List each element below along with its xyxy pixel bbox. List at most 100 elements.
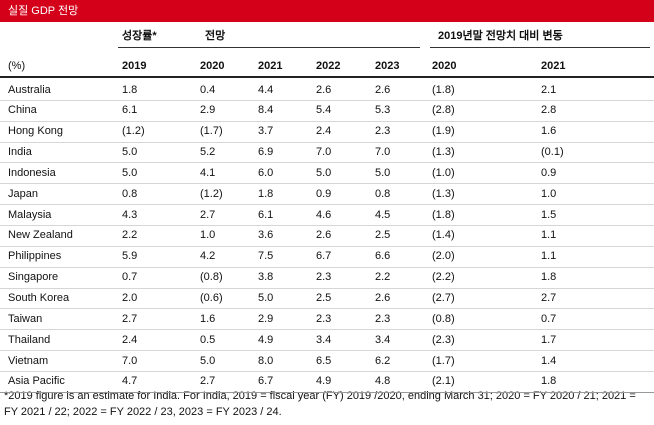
cell: (1.8): [432, 208, 455, 221]
cell: 2.6: [375, 292, 391, 304]
cell: 4.3: [122, 208, 138, 221]
row-label: China: [8, 104, 37, 117]
cell: 5.4: [316, 104, 332, 117]
group-header: 2019년말 전망치 대비 변동: [438, 30, 563, 42]
cell: 1.7: [541, 333, 557, 346]
cell: 6.2: [375, 354, 391, 367]
cell: 5.0: [375, 166, 391, 179]
cell: 5.2: [200, 146, 216, 159]
cell: 4.9: [258, 333, 274, 346]
cell: 7.0: [316, 146, 332, 159]
rule: [430, 47, 650, 48]
row-divider: [0, 204, 654, 206]
row-divider: [0, 287, 654, 289]
column-header: 2021: [541, 60, 566, 72]
row-divider: [0, 162, 654, 164]
cell: (0.1): [541, 146, 564, 159]
cell: (1.9): [432, 125, 455, 138]
cell: (2.0): [432, 250, 455, 263]
row-divider: [0, 120, 654, 122]
cell: 8.0: [258, 354, 274, 367]
cell: 1.4: [541, 354, 557, 367]
row-divider: [0, 308, 654, 310]
column-header: 2019: [122, 60, 147, 72]
cell: 5.0: [316, 166, 332, 179]
row-label: Australia: [8, 83, 51, 96]
cell: 2.3: [375, 312, 391, 325]
cell: 1.8: [258, 187, 274, 200]
row-label: Singapore: [8, 271, 59, 284]
column-header: (%): [8, 60, 26, 72]
row-label: Malaysia: [8, 208, 52, 221]
row-divider: [0, 141, 654, 143]
cell: 0.5: [200, 333, 216, 346]
cell: 4.1: [200, 166, 216, 179]
cell: (2.8): [432, 104, 455, 117]
cell: (2.1): [432, 375, 455, 388]
cell: 2.9: [200, 104, 216, 117]
cell: 4.6: [316, 208, 332, 221]
cell: (2.2): [432, 271, 455, 284]
cell: 7.0: [122, 354, 138, 367]
cell: (1.2): [122, 125, 145, 138]
cell: 2.4: [122, 333, 138, 346]
cell: 6.0: [258, 166, 274, 179]
cell: 2.7: [200, 208, 216, 221]
cell: 4.2: [200, 250, 216, 263]
cell: 6.7: [258, 375, 274, 388]
cell: 6.1: [258, 208, 274, 221]
cell: 1.8: [541, 271, 557, 284]
cell: 4.7: [122, 375, 138, 388]
column-header: 2020: [432, 60, 457, 72]
cell: 2.3: [316, 271, 332, 284]
cell: 0.9: [316, 187, 332, 200]
cell: 4.8: [375, 375, 391, 388]
rule: [118, 47, 420, 48]
row-divider: [0, 370, 654, 372]
cell: 8.4: [258, 104, 274, 117]
group-header: 성장률*: [122, 30, 157, 42]
group-header: 전망: [205, 30, 226, 42]
cell: 2.7: [200, 375, 216, 388]
cell: 2.9: [258, 312, 274, 325]
cell: 2.2: [375, 271, 391, 284]
row-label: Philippines: [8, 250, 62, 263]
cell: 6.7: [316, 250, 332, 263]
cell: 2.3: [375, 125, 391, 138]
cell: 2.5: [316, 292, 332, 304]
row-label: Thailand: [8, 333, 51, 346]
cell: 0.8: [122, 187, 138, 200]
cell: 3.8: [258, 271, 274, 284]
cell: 2.2: [122, 229, 138, 242]
cell: 1.6: [541, 125, 557, 138]
row-divider: [0, 350, 654, 352]
cell: 5.9: [122, 250, 138, 263]
title-bar: 실질 GDP 전망: [0, 0, 654, 22]
title: 실질 GDP 전망: [8, 5, 79, 17]
row-label: Hong Kong: [8, 125, 64, 138]
cell: 2.1: [541, 83, 557, 96]
cell: 6.6: [375, 250, 391, 263]
cell: 0.9: [541, 166, 557, 179]
cell: 1.8: [541, 375, 557, 388]
cell: 6.9: [258, 146, 274, 159]
cell: (1.7): [200, 125, 223, 138]
cell: 1.1: [541, 229, 557, 242]
cell: 2.3: [316, 312, 332, 325]
cell: 0.8: [375, 187, 391, 200]
row-divider: [0, 183, 654, 185]
cell: 3.6: [258, 229, 274, 242]
column-header: 2021: [258, 60, 283, 72]
cell: 7.5: [258, 250, 274, 263]
cell: 5.3: [375, 104, 391, 117]
row-label: Indonesia: [8, 166, 56, 179]
cell: 2.8: [541, 104, 557, 117]
row-divider: [0, 266, 654, 268]
column-header: 2020: [200, 60, 225, 72]
cell: 4.9: [316, 375, 332, 388]
column-header: 2022: [316, 60, 341, 72]
row-label: India: [8, 146, 32, 159]
cell: 6.5: [316, 354, 332, 367]
cell: (1.0): [432, 166, 455, 179]
